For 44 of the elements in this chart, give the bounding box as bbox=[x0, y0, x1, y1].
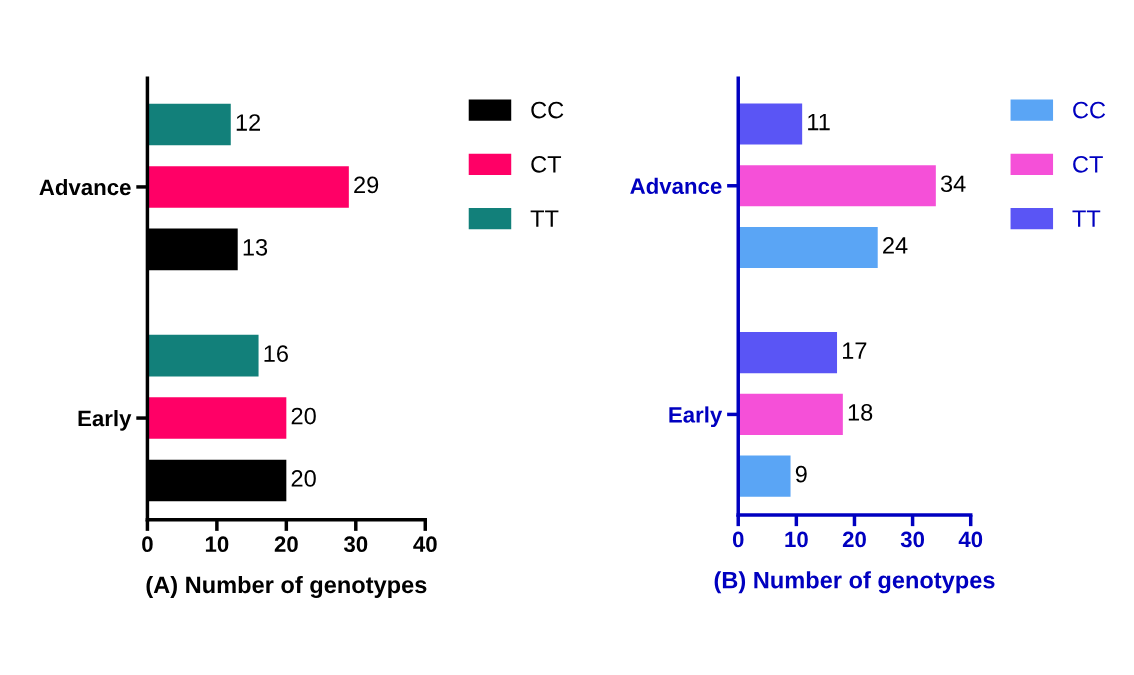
x-axis-title: (B) Number of genotypes bbox=[714, 571, 995, 594]
legend-label: CC bbox=[1073, 101, 1106, 119]
legend-label: CT bbox=[1073, 155, 1103, 173]
data-label: 20 bbox=[291, 407, 316, 425]
data-label: 17 bbox=[843, 342, 867, 359]
bar bbox=[147, 397, 287, 439]
x-axis-title: (A) Number of genotypes bbox=[146, 575, 427, 598]
x-tick-label: 10 bbox=[205, 536, 229, 553]
y-tick-label: Early bbox=[669, 406, 723, 428]
data-label: 20 bbox=[291, 470, 316, 487]
data-label: 16 bbox=[264, 345, 288, 362]
data-label: 13 bbox=[243, 238, 268, 256]
legend-label: CT bbox=[531, 155, 562, 173]
data-label: 29 bbox=[354, 176, 379, 194]
bar bbox=[738, 165, 936, 207]
y-tick-label: Advance bbox=[39, 178, 131, 196]
legend-label: TT bbox=[1072, 210, 1101, 227]
x-tick-label: 30 bbox=[900, 531, 925, 548]
legend-label: CC bbox=[531, 101, 564, 119]
bar bbox=[738, 393, 843, 435]
x-tick-label: 20 bbox=[842, 531, 866, 548]
bar bbox=[147, 334, 259, 377]
data-label: 34 bbox=[940, 175, 966, 193]
x-tick-label: 40 bbox=[958, 531, 983, 548]
data-label: 24 bbox=[883, 237, 908, 254]
bar bbox=[147, 103, 231, 146]
y-tick-label: Advance bbox=[630, 177, 722, 195]
data-label: 11 bbox=[808, 113, 830, 131]
bar bbox=[147, 166, 349, 208]
bar bbox=[738, 332, 838, 374]
data-label: 12 bbox=[236, 114, 261, 131]
y-tick-label: Early bbox=[78, 410, 132, 431]
bar bbox=[738, 226, 878, 269]
legend-label: TT bbox=[530, 210, 559, 227]
data-label: 9 bbox=[795, 465, 807, 483]
x-tick-label: 20 bbox=[274, 536, 298, 553]
x-tick-label: 0 bbox=[142, 536, 153, 553]
data-label: 18 bbox=[848, 404, 873, 421]
x-tick-label: 30 bbox=[343, 536, 368, 553]
x-tick-label: 0 bbox=[732, 531, 744, 548]
x-tick-label: 10 bbox=[785, 531, 808, 548]
bar bbox=[738, 455, 791, 497]
bar bbox=[738, 103, 803, 145]
x-tick-label: 40 bbox=[413, 536, 437, 553]
